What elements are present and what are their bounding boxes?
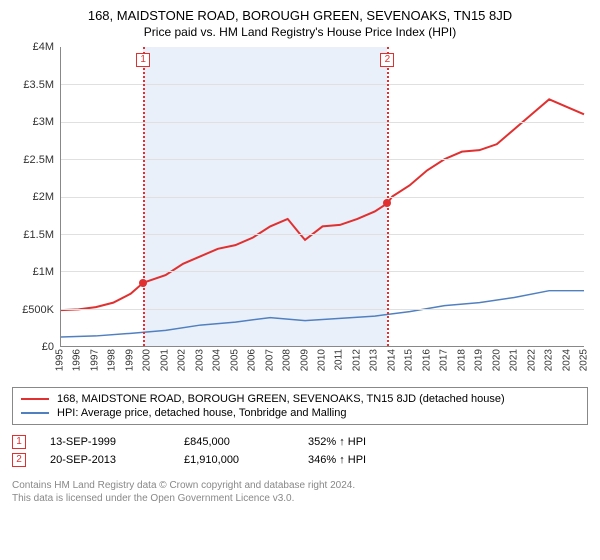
x-tick-label: 2014 [386,349,397,371]
x-tick-label: 2013 [369,349,380,371]
gridline [61,309,584,310]
x-tick-label: 1995 [55,349,66,371]
x-tick-label: 2021 [509,349,520,371]
sale-dot [383,199,391,207]
legend-label: HPI: Average price, detached house, Tonb… [57,407,346,419]
footer-line: Contains HM Land Registry data © Crown c… [12,479,588,492]
plot-area: 12 [60,47,584,347]
x-tick-label: 2019 [474,349,485,371]
sale-marker-box: 2 [380,53,394,67]
series-hpi [61,291,584,337]
x-tick-label: 2018 [456,349,467,371]
gridline [61,271,584,272]
legend-label: 168, MAIDSTONE ROAD, BOROUGH GREEN, SEVE… [57,393,505,405]
legend-row: 168, MAIDSTONE ROAD, BOROUGH GREEN, SEVE… [21,392,579,406]
y-tick-label: £500K [22,304,54,316]
sale-delta: 352% ↑ HPI [308,436,366,448]
y-axis: £0£500K£1M£1.5M£2M£2.5M£3M£3.5M£4M [12,47,60,347]
x-tick-label: 1999 [124,349,135,371]
sale-row: 1 13-SEP-1999 £845,000 352% ↑ HPI [12,433,588,451]
footer: Contains HM Land Registry data © Crown c… [12,479,588,505]
gridline [61,234,584,235]
x-tick-label: 2006 [247,349,258,371]
sale-index-box: 1 [12,435,26,449]
x-tick-label: 2001 [159,349,170,371]
x-tick-label: 1997 [89,349,100,371]
x-tick-label: 2016 [421,349,432,371]
sale-price: £1,910,000 [184,454,284,466]
x-tick-label: 2020 [491,349,502,371]
sale-delta: 346% ↑ HPI [308,454,366,466]
x-tick-label: 2024 [561,349,572,371]
x-tick-label: 2000 [142,349,153,371]
x-tick-label: 2003 [194,349,205,371]
x-axis: 1995199619971998199920002001200220032004… [60,347,584,383]
x-tick-label: 2007 [264,349,275,371]
legend: 168, MAIDSTONE ROAD, BOROUGH GREEN, SEVE… [12,387,588,425]
x-tick-label: 2023 [544,349,555,371]
y-tick-label: £4M [33,41,54,53]
sale-date: 20-SEP-2013 [50,454,160,466]
y-tick-label: £3M [33,116,54,128]
series-property [61,99,584,310]
y-tick-label: £1M [33,266,54,278]
sale-marker-box: 1 [136,53,150,67]
gridline [61,84,584,85]
x-tick-label: 2010 [317,349,328,371]
sale-index-box: 2 [12,453,26,467]
legend-row: HPI: Average price, detached house, Tonb… [21,406,579,420]
x-tick-label: 2008 [282,349,293,371]
x-tick-label: 1996 [72,349,83,371]
y-tick-label: £1.5M [23,229,54,241]
sale-vline [387,47,389,346]
x-tick-label: 2009 [299,349,310,371]
chart-subtitle: Price paid vs. HM Land Registry's House … [12,25,588,39]
sales-table: 1 13-SEP-1999 £845,000 352% ↑ HPI 2 20-SEP-20… [12,433,588,469]
x-tick-label: 2005 [229,349,240,371]
legend-swatch [21,398,49,400]
y-tick-label: £3.5M [23,79,54,91]
x-tick-label: 2011 [334,349,345,371]
y-tick-label: £0 [42,341,54,353]
footer-line: This data is licensed under the Open Gov… [12,492,588,505]
sale-row: 2 20-SEP-2013 £1,910,000 346% ↑ HPI [12,451,588,469]
y-tick-label: £2M [33,191,54,203]
x-tick-label: 2017 [439,349,450,371]
x-tick-label: 2025 [579,349,590,371]
gridline [61,159,584,160]
sale-vline [143,47,145,346]
chart-title: 168, MAIDSTONE ROAD, BOROUGH GREEN, SEVE… [12,8,588,23]
x-tick-label: 1998 [107,349,118,371]
x-tick-label: 2004 [212,349,223,371]
legend-swatch [21,412,49,414]
x-tick-label: 2022 [526,349,537,371]
sale-dot [139,279,147,287]
sale-date: 13-SEP-1999 [50,436,160,448]
x-tick-label: 2012 [351,349,362,371]
gridline [61,197,584,198]
y-tick-label: £2.5M [23,154,54,166]
x-tick-label: 2015 [404,349,415,371]
gridline [61,122,584,123]
x-tick-label: 2002 [177,349,188,371]
sale-price: £845,000 [184,436,284,448]
chart-area: £0£500K£1M£1.5M£2M£2.5M£3M£3.5M£4M 12 [12,47,588,347]
